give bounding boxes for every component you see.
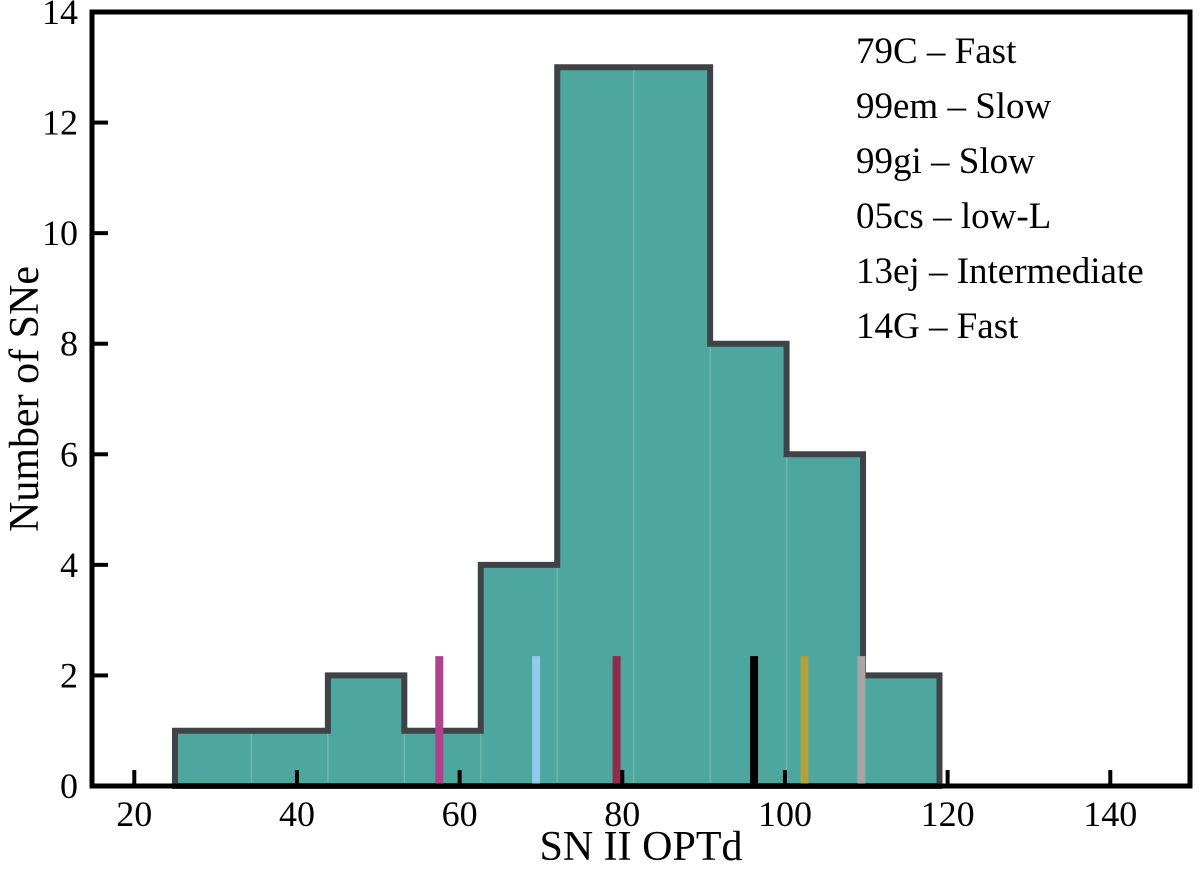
y-tick-label: 0 [60,766,78,806]
legend-entry: 05cs – low-L [856,196,1051,237]
x-tick-label: 100 [758,794,812,834]
legend-entry: 99gi – Slow [856,141,1035,182]
y-tick-label: 10 [42,213,78,253]
legend-entry: 14G – Fast [856,306,1019,347]
marker-13ej [532,656,541,786]
marker-05cs [800,656,809,786]
histogram-bars [171,64,943,789]
marker-14G [612,656,621,786]
histogram-series [171,64,943,789]
y-tick-label: 14 [42,0,78,32]
y-tick-label: 12 [42,103,78,143]
x-tick-label: 80 [604,794,640,834]
y-tick-label: 6 [60,434,78,474]
legend: 79C – Fast 99em – Slow 99gi – Slow 05cs – l… [856,31,1144,347]
y-axis-label: Number of SNe [2,266,48,532]
sn-markers [435,656,866,786]
y-tick-label: 2 [60,655,78,695]
x-tick-label: 140 [1083,794,1137,834]
legend-entry: 99em – Slow [856,86,1052,127]
x-tick-label: 20 [116,794,152,834]
marker-99em [750,656,759,786]
marker-99gi [857,656,866,786]
plot-frame [89,9,1193,789]
legend-entry: 79C – Fast [856,31,1017,72]
x-tick-label: 120 [921,794,975,834]
x-tick-label: 60 [442,794,478,834]
x-tick-label: 40 [279,794,315,834]
y-tick-label: 8 [60,324,78,364]
marker-79C [435,656,444,786]
legend-entry: 13ej – Intermediate [856,251,1144,292]
axis-ticks: 20 40 60 80 100 120 140 0 2 4 6 8 10 12 14 [42,0,1137,834]
x-axis-label: SN II OPTd [539,824,742,870]
y-tick-label: 4 [60,545,78,585]
